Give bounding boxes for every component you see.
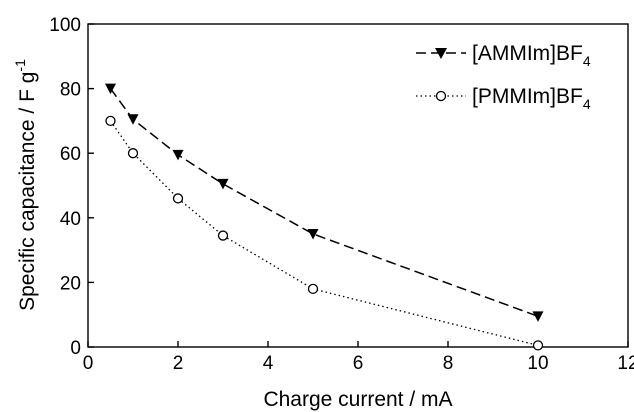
legend-entry-1: [AMMIm]BF4 [416, 42, 591, 69]
data-point [105, 83, 116, 95]
data-point [217, 230, 229, 241]
y-tick-label: 60 [60, 144, 81, 165]
y-axis-title-main: Specific capacitance / F g [16, 72, 39, 311]
y-tick-label: 80 [60, 80, 81, 101]
data-point [127, 114, 139, 125]
series-2-line [109, 120, 539, 347]
data-point [307, 228, 319, 240]
y-tick-label: 40 [60, 209, 81, 230]
x-axis-ticks: 0 2 4 6 8 10 12 [83, 341, 634, 374]
x-tick-label: 12 [617, 353, 634, 374]
y-axis-ticks: 0 20 40 60 80 100 [49, 15, 94, 359]
legend-label-2-main: [PMMIm]BF [472, 85, 583, 108]
legend-label-1-subscript: 4 [583, 53, 591, 69]
series-1-line [109, 88, 539, 318]
series-1 [105, 83, 544, 322]
x-tick-label: 2 [173, 353, 184, 374]
data-point [532, 311, 544, 322]
y-axis-title-superscript: -1 [12, 59, 28, 72]
x-tick-label: 4 [263, 353, 274, 374]
x-tick-label: 0 [83, 353, 94, 374]
y-tick-label: 100 [49, 15, 81, 36]
legend-marker-1 [435, 48, 447, 59]
legend-label-1-main: [AMMIm]BF [472, 42, 583, 65]
x-axis-title: Charge current / mA [263, 388, 452, 411]
data-point [217, 178, 229, 190]
legend: [AMMIm]BF4 [PMMIm]BF4 [416, 42, 591, 112]
y-axis-title: Specific capacitance / F g-1 [12, 59, 39, 311]
data-point [172, 149, 184, 161]
data-point [105, 115, 116, 127]
x-tick-label: 6 [353, 353, 364, 374]
legend-marker-2 [435, 90, 447, 102]
data-point [127, 148, 139, 159]
legend-label-2: [PMMIm]BF4 [472, 85, 591, 112]
series-2 [105, 115, 544, 351]
y-tick-label: 0 [70, 338, 81, 359]
legend-entry-2: [PMMIm]BF4 [416, 85, 591, 112]
x-tick-label: 8 [443, 353, 454, 374]
y-tick-label: 20 [60, 273, 81, 294]
legend-label-2-subscript: 4 [583, 96, 591, 112]
series-layer [105, 83, 544, 351]
data-point [307, 283, 319, 295]
x-tick-label: 10 [527, 353, 548, 374]
legend-label-1: [AMMIm]BF4 [472, 42, 591, 69]
plot-frame [87, 23, 629, 348]
data-point [172, 193, 184, 204]
data-point [532, 340, 544, 351]
